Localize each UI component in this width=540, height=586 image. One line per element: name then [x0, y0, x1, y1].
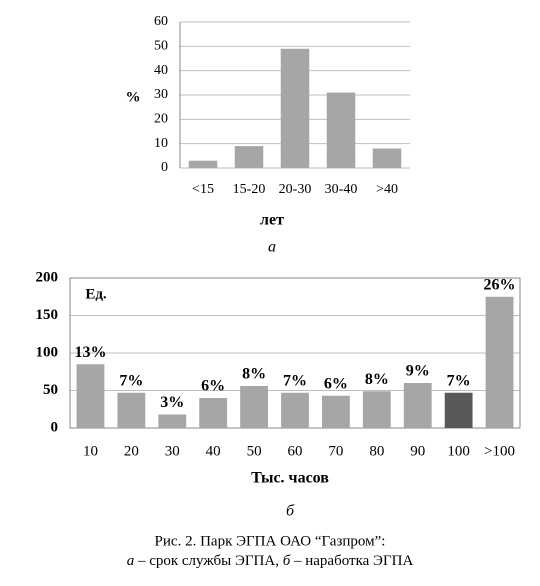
x-tick-label: 100 — [447, 443, 470, 459]
bar — [240, 386, 268, 428]
bar — [444, 392, 473, 428]
x-tick-label: >40 — [376, 182, 398, 197]
x-tick-label: >100 — [484, 443, 515, 459]
x-tick-label: 20-30 — [279, 182, 312, 197]
y-tick-label: 20 — [154, 112, 168, 127]
y-axis-label: Ед. — [85, 286, 107, 302]
bar-annotation: 7% — [447, 372, 471, 389]
y-tick-label: 30 — [154, 87, 168, 102]
y-tick-label: 50 — [154, 39, 168, 54]
bar-annotation: 8% — [365, 371, 389, 388]
bar — [403, 383, 432, 428]
bar-annotation: 6% — [201, 378, 225, 395]
x-tick-label: 40 — [206, 443, 221, 459]
x-tick-label: 90 — [410, 443, 425, 459]
caption-line: Рис. 2. Парк ЭГПА ОАО “Газпром”: — [155, 533, 386, 549]
bar — [234, 146, 264, 168]
y-tick-label: 40 — [154, 63, 168, 78]
bar-annotation: 9% — [406, 363, 430, 380]
y-tick-label: 100 — [36, 344, 59, 360]
x-axis-label: Тыс. часов — [251, 470, 329, 487]
caption-line: а – срок службы ЭГПА, б – наработка ЭГПА — [127, 553, 414, 569]
x-axis-label: лет — [260, 212, 284, 229]
bar — [117, 392, 146, 428]
bar — [158, 414, 187, 428]
bar — [372, 148, 402, 168]
y-tick-label: 200 — [36, 269, 59, 285]
bar — [322, 395, 350, 428]
x-tick-label: 50 — [247, 443, 262, 459]
bar-annotation: 26% — [484, 276, 516, 293]
bar-annotation: 7% — [283, 372, 307, 389]
x-tick-label: 60 — [288, 443, 303, 459]
bar — [76, 364, 105, 428]
caption-part: – срок службы ЭГПА, — [134, 553, 283, 569]
caption-part: б — [283, 553, 291, 569]
y-tick-label: 0 — [161, 160, 168, 175]
bar — [188, 160, 218, 168]
bar — [362, 391, 391, 428]
x-tick-label: 30-40 — [325, 182, 358, 197]
y-tick-label: 0 — [51, 419, 59, 435]
bar-annotation: 6% — [324, 375, 348, 392]
bar — [199, 398, 228, 428]
x-tick-label: 30 — [165, 443, 180, 459]
x-tick-label: 10 — [83, 443, 98, 459]
bar-annotation: 13% — [74, 344, 106, 361]
chart-subtitle: б — [286, 503, 295, 520]
bar — [281, 392, 309, 428]
y-tick-label: 150 — [36, 307, 59, 323]
bar-annotation: 3% — [160, 394, 184, 411]
bar-annotation: 8% — [242, 366, 266, 383]
bar — [280, 48, 310, 169]
y-axis-label: % — [126, 89, 141, 105]
x-tick-label: <15 — [192, 182, 214, 197]
y-tick-label: 60 — [154, 14, 168, 29]
bar-annotation: 7% — [119, 372, 143, 389]
y-tick-label: 50 — [43, 382, 58, 398]
bar — [326, 92, 356, 168]
x-tick-label: 20 — [124, 443, 139, 459]
caption-part: – наработка ЭГПА — [290, 553, 413, 569]
x-tick-label: 15-20 — [233, 182, 266, 197]
bar — [485, 296, 514, 428]
chart-subtitle: а — [268, 239, 276, 256]
x-tick-label: 80 — [369, 443, 384, 459]
x-tick-label: 70 — [328, 443, 343, 459]
y-tick-label: 10 — [154, 136, 168, 151]
caption-part: а — [127, 553, 135, 569]
